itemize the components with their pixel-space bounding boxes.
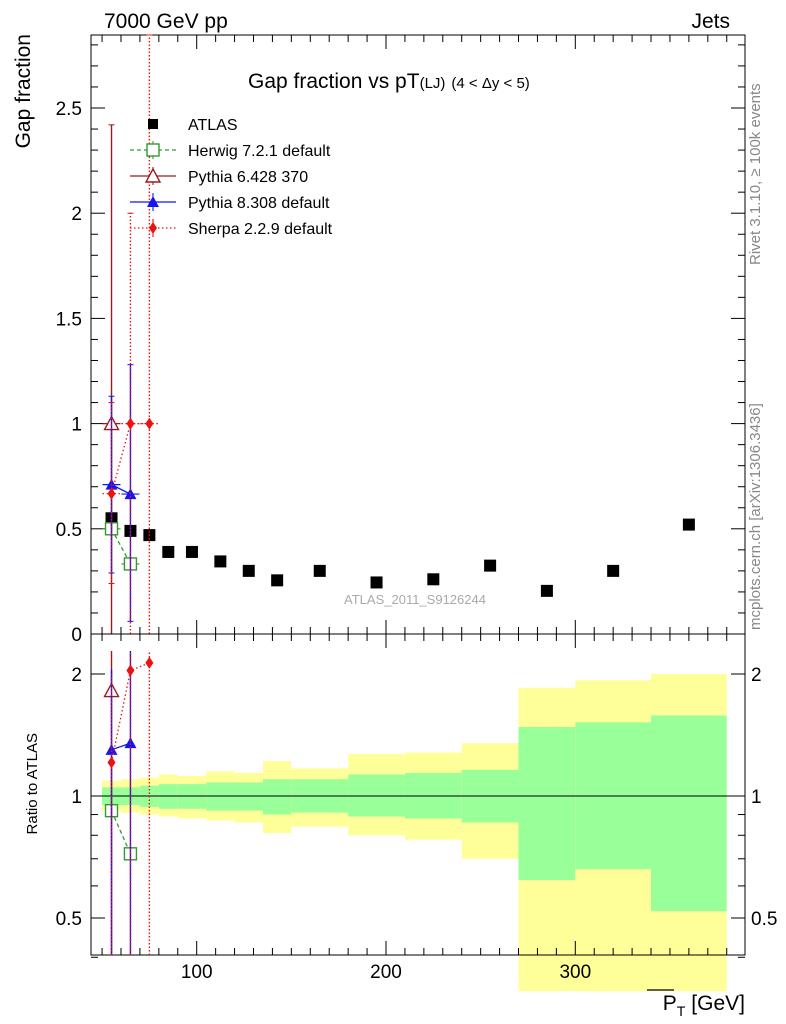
atlas-data-point bbox=[271, 574, 284, 587]
atlas-data-point bbox=[162, 545, 175, 558]
y-tick-label-main: 0.5 bbox=[56, 520, 82, 541]
legend-marker-pythia-6-428-370 bbox=[144, 167, 162, 183]
pythia-8-308-default-ratio-marker bbox=[105, 743, 118, 755]
header-energy-label: 7000 GeV pp bbox=[104, 10, 228, 33]
atlas-data-point bbox=[484, 559, 497, 572]
legend-marker-herwig-7-2-1-default bbox=[146, 143, 160, 157]
sherpa-2-2-9-default-ratio-marker bbox=[126, 664, 135, 677]
atlas-data-point bbox=[370, 576, 383, 589]
legend-label-sherpa-2-2-9-default: Sherpa 2.2.9 default bbox=[188, 221, 333, 238]
y-tick-label-ratio: 0.5 bbox=[56, 909, 82, 930]
analysis-watermark: ATLAS_2011_S9126244 bbox=[344, 592, 486, 607]
plot-title-sub: (LJ) bbox=[420, 75, 446, 92]
sherpa-2-2-9-default-main-marker bbox=[107, 487, 116, 500]
ratio-band-green bbox=[518, 726, 576, 881]
sherpa-2-2-9-default-ratio-marker bbox=[107, 756, 116, 769]
main-panel: 0 0.5 1 1.5 2 2.5 bbox=[56, 34, 746, 646]
legend-marker-pythia-8-308-default bbox=[147, 196, 159, 207]
y-tick-label-ratio: 2 bbox=[71, 665, 82, 686]
legend-marker-atlas bbox=[148, 119, 158, 129]
ratio-band-green bbox=[651, 715, 727, 912]
y-tick-label-main: 1.5 bbox=[56, 309, 82, 330]
atlas-data-point bbox=[242, 564, 255, 577]
ratio-band-green bbox=[234, 782, 263, 811]
ratio-panel: 100 200 300 0.5 0.5 1 1 2 2 bbox=[56, 633, 777, 992]
xlabel: PT [GeV] bbox=[663, 992, 745, 1019]
xlabel-p: P bbox=[663, 992, 677, 1015]
x-tick-label: 100 bbox=[181, 962, 213, 983]
legend: ATLAS Herwig 7.2.1 default Pythia 6.428 37… bbox=[130, 117, 333, 238]
y-tick-label-ratio-right: 0.5 bbox=[751, 909, 777, 930]
plot-title-main: Gap fraction vs pT bbox=[248, 70, 420, 93]
xlabel-sub: T bbox=[677, 1003, 686, 1019]
x-tick-label: 300 bbox=[559, 962, 591, 983]
atlas-data-point bbox=[427, 573, 440, 586]
plot-title: Gap fraction vs pT(LJ) (4 < Δy < 5) bbox=[248, 70, 530, 93]
ratio-ylabel: Ratio to ATLAS bbox=[24, 733, 41, 834]
ratio-frame bbox=[90, 633, 746, 956]
atlas-data-point bbox=[540, 584, 553, 597]
rivet-label: Rivet 3.1.10, ≥ 100k events bbox=[747, 83, 764, 265]
ratio-band-green bbox=[206, 782, 235, 811]
header-jets-label: Jets bbox=[691, 10, 730, 33]
y-tick-label-ratio-right: 1 bbox=[751, 787, 762, 808]
ratio-band-green bbox=[262, 779, 292, 815]
ratio-band-green bbox=[348, 774, 405, 817]
atlas-data-point bbox=[682, 518, 695, 531]
legend-marker-sherpa-2-2-9-default bbox=[149, 222, 157, 234]
y-tick-label-ratio-right: 2 bbox=[751, 665, 762, 686]
pythia-8-308-default-ratio-marker bbox=[124, 737, 137, 749]
sherpa-2-2-9-default-main-marker bbox=[145, 417, 154, 430]
legend-label-pythia-6-428-370: Pythia 6.428 370 bbox=[188, 169, 308, 186]
legend-label-atlas: ATLAS bbox=[188, 117, 238, 134]
atlas-data-point bbox=[185, 545, 198, 558]
y-tick-label-main: 2 bbox=[71, 204, 82, 225]
herwig-7-2-1-default-ratio-line bbox=[110, 810, 132, 855]
main-ylabel: Gap fraction bbox=[12, 34, 35, 148]
legend-label-pythia-8-308-default: Pythia 8.308 default bbox=[188, 195, 330, 212]
y-tick-label-main: 1 bbox=[71, 415, 82, 436]
y-tick-label-main: 0 bbox=[71, 625, 82, 646]
mcplots-label: mcplots.cern.ch [arXiv:1306.3436] bbox=[747, 403, 764, 630]
atlas-data-point bbox=[214, 555, 227, 568]
legend-label-herwig-7-2-1-default: Herwig 7.2.1 default bbox=[188, 143, 331, 160]
x-tick-label: 200 bbox=[370, 962, 402, 983]
xlabel-unit: [GeV] bbox=[691, 992, 745, 1015]
sherpa-2-2-9-default-ratio-marker bbox=[145, 656, 154, 669]
plot-title-range: (4 < Δy < 5) bbox=[451, 75, 529, 92]
sherpa-2-2-9-default-main-marker bbox=[126, 417, 135, 430]
atlas-data-point bbox=[607, 564, 620, 577]
y-tick-label-ratio: 1 bbox=[71, 787, 82, 808]
atlas-data-point bbox=[313, 564, 326, 577]
y-tick-label-main: 2.5 bbox=[56, 99, 82, 120]
